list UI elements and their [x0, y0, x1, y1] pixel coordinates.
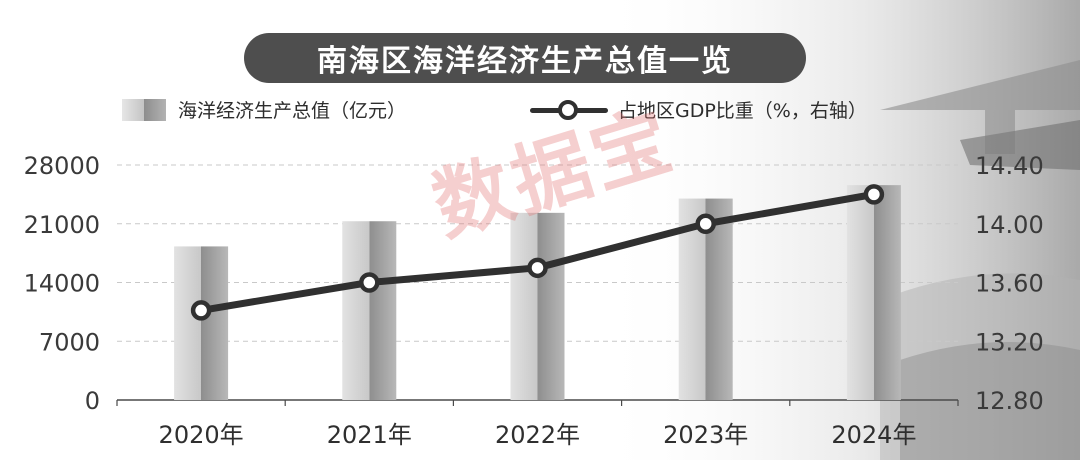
x-axis-tick-label: 2024年	[831, 421, 916, 449]
right-axis-tick-label: 14.00	[975, 211, 1044, 239]
chart-title: 南海区海洋经济生产总值一览	[317, 44, 733, 79]
line-point-2022年	[527, 257, 548, 279]
title-banner: 南海区海洋经济生产总值一览	[244, 33, 806, 83]
legend-item-bar: 海洋经济生产总值（亿元）	[122, 96, 406, 123]
bar-2024年	[846, 185, 901, 400]
right-axis-tick-label: 12.80	[975, 387, 1044, 415]
left-axis-tick-label: 14000	[24, 270, 100, 298]
x-axis-tick-label: 2023年	[663, 421, 748, 449]
bar-2020年	[174, 246, 229, 400]
legend-item-line: 占地区GDP比重（%，右轴）	[530, 96, 867, 123]
left-axis-tick-label: 28000	[24, 152, 100, 180]
x-axis-tick-label: 2020年	[159, 421, 244, 449]
legend-line-swatch	[530, 99, 608, 121]
line-point-2023年	[695, 213, 716, 234]
right-axis-tick-label: 13.20	[975, 328, 1044, 356]
legend-bar-swatch	[122, 98, 166, 121]
line-point-2020年	[190, 300, 212, 321]
left-axis-tick-label: 0	[85, 387, 100, 415]
bar-2021年	[342, 221, 397, 400]
left-axis-tick-label: 7000	[39, 328, 100, 356]
line-point-2024年	[863, 184, 885, 205]
line-point-2021年	[359, 272, 380, 293]
legend-line-label: 占地区GDP比重（%，右轴）	[618, 100, 867, 122]
right-axis-tick-label: 14.40	[975, 152, 1044, 180]
right-axis-tick-label: 13.60	[975, 270, 1044, 298]
left-axis-tick-label: 21000	[24, 211, 100, 239]
bar-2022年	[510, 212, 565, 400]
x-axis-tick-label: 2021年	[327, 421, 412, 449]
legend-bar-label: 海洋经济生产总值（亿元）	[178, 100, 407, 122]
x-axis-tick-label: 2022年	[495, 421, 580, 449]
